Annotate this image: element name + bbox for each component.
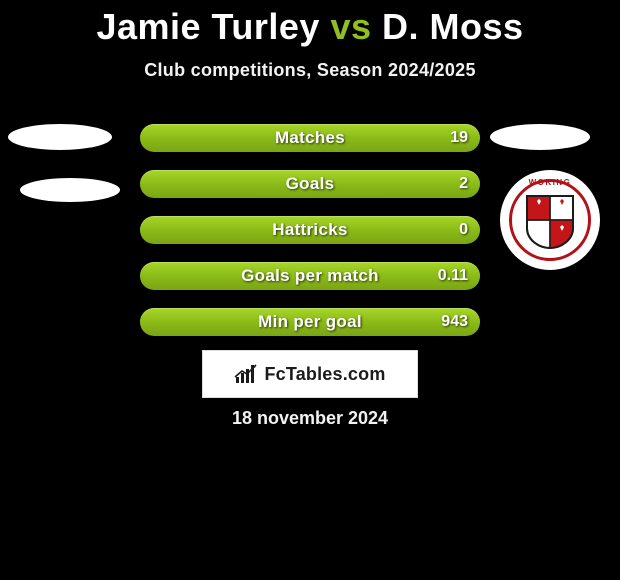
stat-label: Min per goal [140, 308, 480, 336]
brand-box: FcTables.com [202, 350, 418, 398]
player1-name: Jamie Turley [96, 6, 319, 47]
comparison-title: Jamie Turley vs D. Moss [0, 0, 620, 48]
stat-label: Hattricks [140, 216, 480, 244]
stat-value: 2 [459, 170, 468, 198]
stat-row-min-per-goal: Min per goal 943 [140, 308, 480, 336]
vs-word: vs [330, 6, 371, 47]
player2-name: D. Moss [382, 6, 524, 47]
brand-text: FcTables.com [264, 364, 385, 385]
brand-logo: FcTables.com [234, 363, 385, 385]
avatar-placeholder-left-2 [20, 178, 120, 202]
stat-value: 0.11 [438, 262, 468, 290]
avatar-placeholder-left-1 [8, 124, 112, 150]
avatar-placeholder-right-1 [490, 124, 590, 150]
badge-club-name: WOKING [500, 178, 600, 187]
generated-date: 18 november 2024 [0, 408, 620, 429]
stat-row-goals-per-match: Goals per match 0.11 [140, 262, 480, 290]
stat-label: Goals per match [140, 262, 480, 290]
stat-value: 943 [441, 308, 468, 336]
club-badge: WOKING [500, 170, 600, 270]
stat-value: 0 [459, 216, 468, 244]
stat-row-matches: Matches 19 [140, 124, 480, 152]
stat-label: Matches [140, 124, 480, 152]
badge-shield-icon [525, 194, 575, 250]
stat-bars: Matches 19 Goals 2 Hattricks 0 Goals per… [140, 124, 480, 354]
stat-label: Goals [140, 170, 480, 198]
subtitle: Club competitions, Season 2024/2025 [0, 60, 620, 81]
stat-row-hattricks: Hattricks 0 [140, 216, 480, 244]
stat-value: 19 [450, 124, 468, 152]
bar-chart-icon [234, 363, 260, 385]
stat-row-goals: Goals 2 [140, 170, 480, 198]
